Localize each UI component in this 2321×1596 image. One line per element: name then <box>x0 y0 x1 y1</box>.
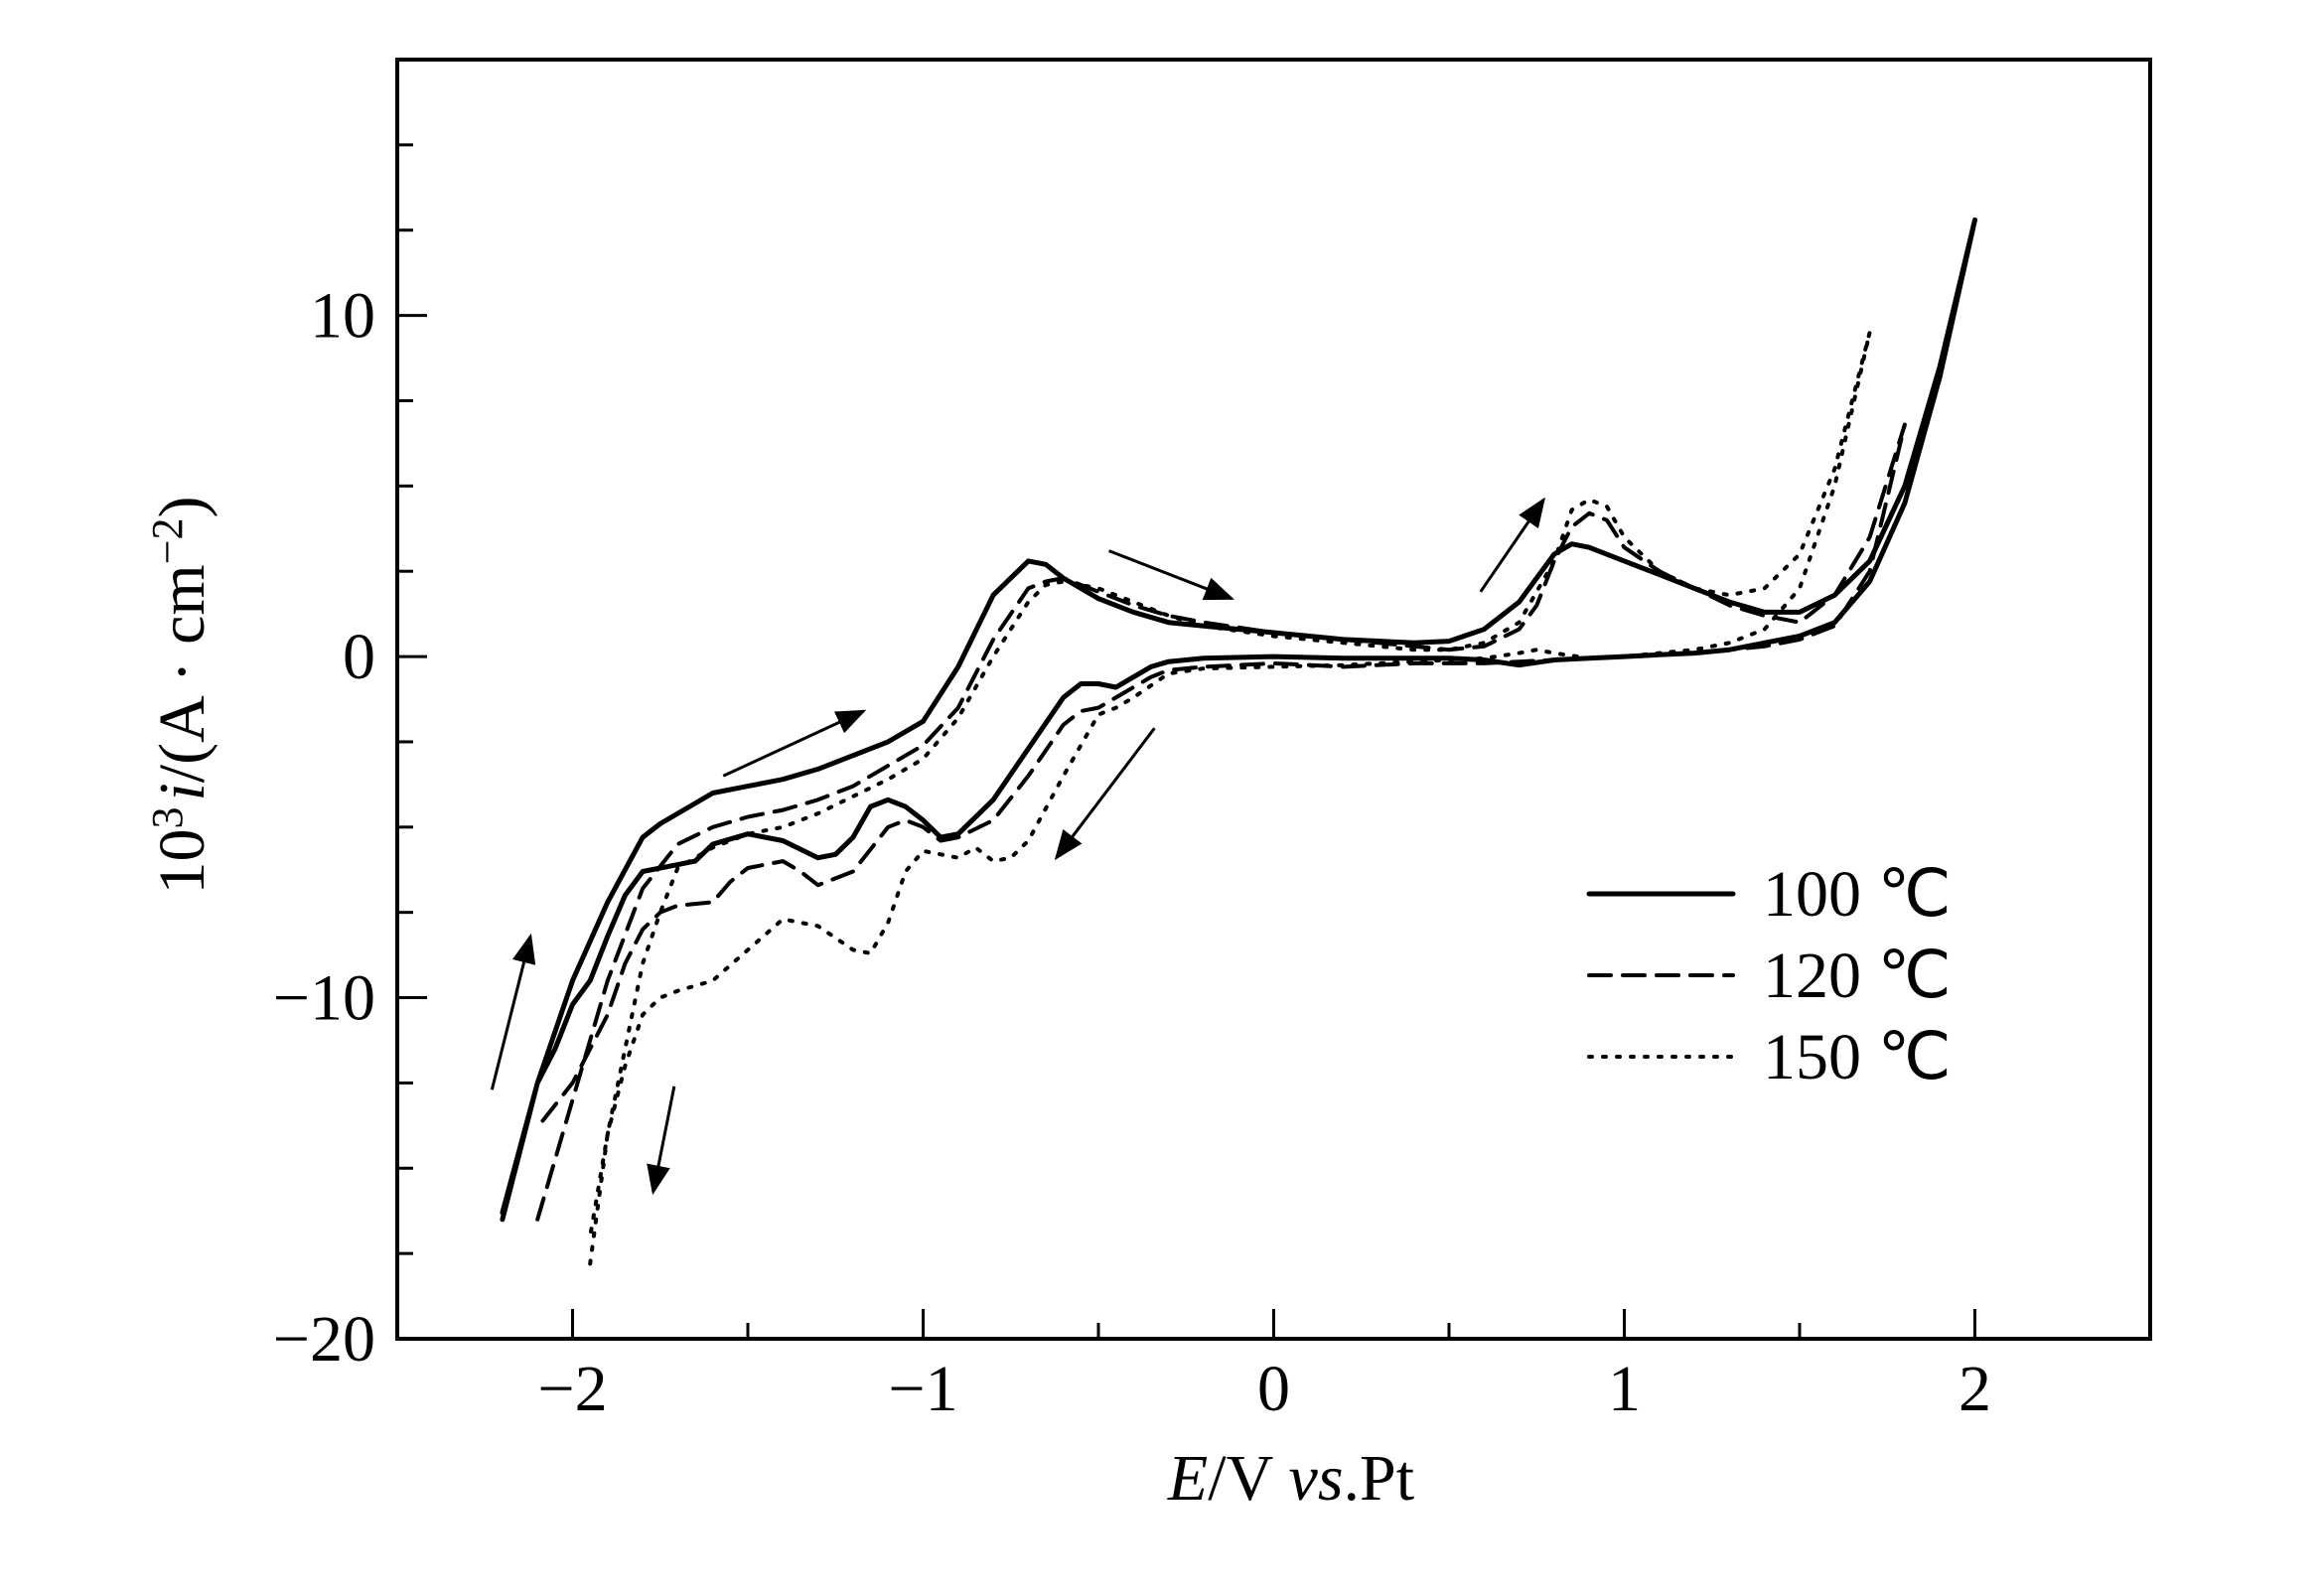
y-axis-label-base: 10 <box>146 829 218 895</box>
y-axis-label-unit-open: /(A · cm <box>146 564 218 783</box>
plot-frame <box>395 58 2152 1341</box>
x-tick-label: −2 <box>537 1353 607 1425</box>
scan-direction-arrow <box>722 709 867 778</box>
y-tick-label: −10 <box>273 962 375 1035</box>
series-line-dotted <box>588 330 1872 1266</box>
series-line-solid <box>500 217 1977 1223</box>
y-axis-label-unit-close: ) <box>146 496 218 517</box>
curves <box>500 217 1977 1266</box>
scan-direction-arrow <box>490 933 536 1090</box>
x-axis-label: E/V vs.Pt <box>1167 1442 1414 1515</box>
scan-direction-arrow <box>647 1086 676 1196</box>
y-axis-label: 103 i/(A · cm−2) <box>143 496 218 894</box>
x-tick-label: 1 <box>1608 1353 1641 1425</box>
x-axis-label-rest2: .Pt <box>1344 1442 1415 1515</box>
y-tick-label: 0 <box>343 621 375 693</box>
y-axis-label-unit-sup: −2 <box>143 517 192 564</box>
plot-frame-rect <box>395 58 2152 1341</box>
scan-direction-arrow <box>1054 727 1156 861</box>
legend-label: 150 ℃ <box>1763 1021 1952 1093</box>
x-tick-label: 2 <box>1958 1353 1991 1425</box>
x-tick-label: 0 <box>1257 1353 1290 1425</box>
legend-label: 120 ℃ <box>1763 940 1952 1012</box>
scan-direction-arrow <box>1108 549 1234 601</box>
x-axis-label-italic2: vs <box>1289 1442 1344 1515</box>
y-tick-label: 10 <box>310 280 375 353</box>
x-axis-label-italic: E <box>1167 1442 1208 1515</box>
scan-direction-arrows <box>490 497 1546 1196</box>
legend: 100 ℃ 120 ℃ 150 ℃ <box>1586 858 1952 1093</box>
legend-label: 100 ℃ <box>1763 858 1952 931</box>
y-tick-label: −20 <box>273 1303 375 1376</box>
x-axis-label-rest1: /V <box>1208 1442 1288 1515</box>
x-tick-label: −1 <box>888 1353 957 1425</box>
y-axis-label-italic: i <box>146 783 218 800</box>
series-line-dashed <box>535 422 1907 1222</box>
scan-direction-arrow <box>1479 497 1546 593</box>
y-axis-label-sup: 3 <box>143 807 192 829</box>
